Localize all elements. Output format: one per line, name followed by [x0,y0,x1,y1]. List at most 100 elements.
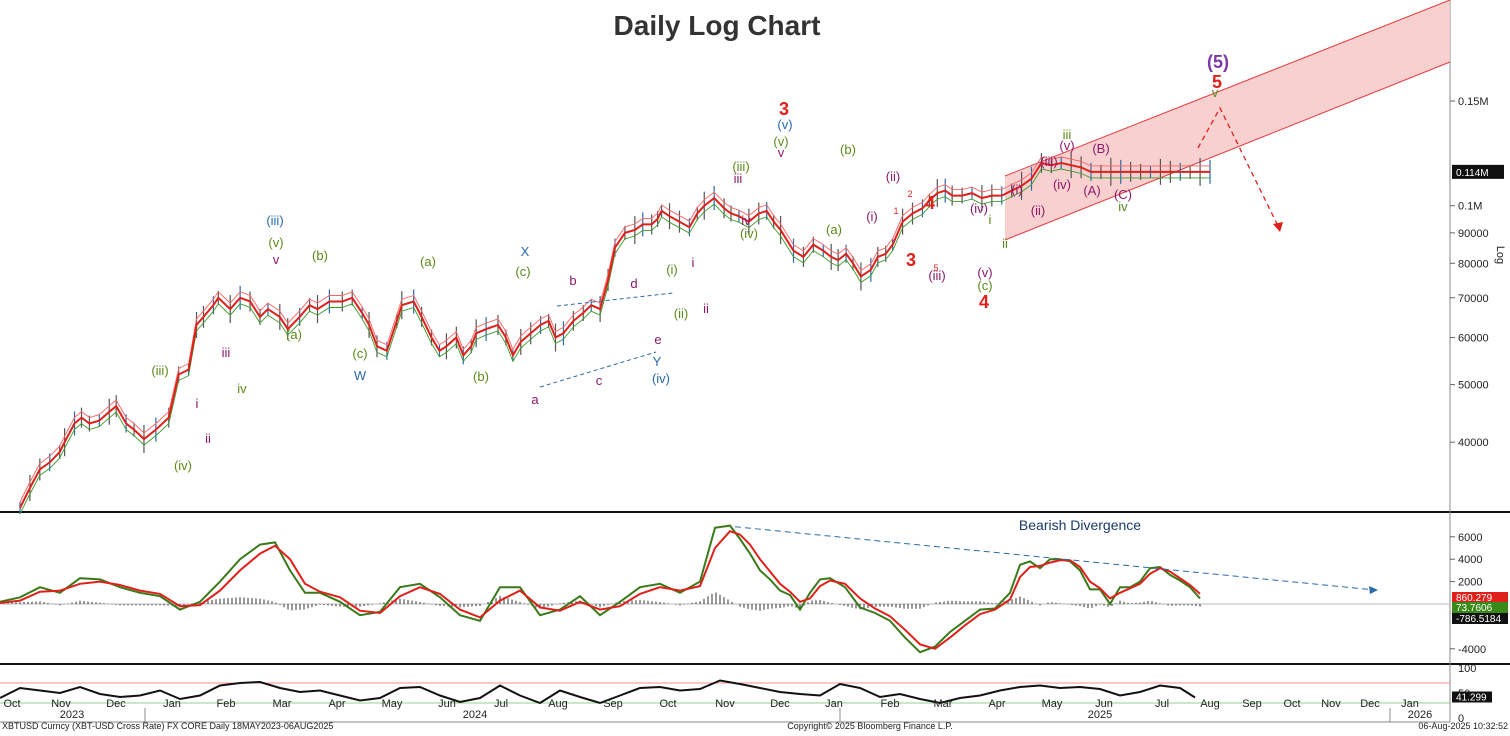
macd-tick-label: 6000 [1458,532,1482,544]
wave-label: d [630,276,637,291]
macd-tick-label: 4000 [1458,554,1482,566]
divergence-arrowhead [1369,586,1378,594]
wave-label: 2 [907,189,912,199]
month-label: Oct [1283,698,1300,710]
lower-envelope-line [19,168,1210,515]
wave-label: (iv) [740,226,758,241]
wave-label: (ii) [886,169,900,184]
month-label: Nov [1321,698,1341,710]
wave-label: (b) [473,369,489,384]
wave-label: ii [703,301,709,316]
month-label: Jun [438,698,456,710]
price-tick-label: 80000 [1458,258,1489,270]
month-label: Aug [1200,698,1220,710]
macd-value-label: -786.5184 [1456,614,1501,625]
projection-arrowhead [1273,222,1283,232]
month-label: Jan [163,698,181,710]
month-label: Nov [51,698,71,710]
wave-label: (a) [420,254,436,269]
wave-label: (ii) [674,306,688,321]
channel-fill [1005,0,1450,240]
wave-label: (iii) [1040,154,1057,169]
rsi-line [0,679,1196,705]
price-tick-label: 70000 [1458,293,1489,305]
wave-label: (v) [268,235,283,250]
wave-label: v [273,252,280,267]
wave-label: 3 [906,250,916,270]
signal-line [0,530,1201,650]
month-label: Jan [825,698,843,710]
price-tick-label: 0.1M [1458,201,1482,213]
month-label: Apr [988,698,1005,710]
wave-label: (A) [1083,183,1100,198]
month-label: May [1042,698,1063,710]
month-label: Apr [328,698,345,710]
price-tick-label: 60000 [1458,333,1489,345]
rsi-pane: 10050041.299 [0,663,1492,725]
chart-title: Daily Log Chart [614,10,821,41]
copyright-text: Copyright© 2025 Bloomberg Finance L.P. [787,721,953,731]
wave-label: (iv) [652,371,670,386]
wave-label: X [521,244,530,259]
month-label: Nov [715,698,735,710]
upper-envelope-line [19,156,1210,503]
divergence-line [734,526,1376,591]
scale-label: Log [1494,246,1506,264]
wave-label: (i) [666,262,678,277]
month-label: Dec [1360,698,1380,710]
wave-label: (ii) [1031,203,1045,218]
wave-label: (iii) [266,213,283,228]
month-label: Mar [273,698,292,710]
wave-label: e [654,332,661,347]
wave-label: iv [741,213,751,228]
macd-value-badge [1452,602,1508,613]
rsi-value-label: 41.299 [1456,693,1487,704]
wave-label: i [989,212,992,227]
month-label: Dec [106,698,126,710]
last-price-label: 0.114M [1456,168,1489,179]
wave-label: (c) [515,264,530,279]
wave-label: iii [222,345,231,360]
macd-value-label: 73.7606 [1456,603,1493,614]
year-label: 2023 [60,709,84,721]
triangle-upper-line [556,292,674,307]
wave-label: a [531,392,539,407]
wave-label: 1 [893,206,898,216]
wave-label: ii [205,431,211,446]
wave-label: 5 [933,263,938,273]
month-label: Feb [217,698,236,710]
wave-label: (iv) [1053,177,1071,192]
price-tick-label: 0.15M [1458,96,1489,108]
wave-label: (c) [977,278,992,293]
macd-tick-label: 2000 [1458,577,1482,589]
wave-label: v [1212,85,1219,100]
month-label: Jul [494,698,508,710]
wave-label: (a) [286,327,302,342]
wave-label: (c) [352,346,367,361]
month-label: Aug [548,698,568,710]
wave-label: W [354,368,367,383]
security-description: XBTUSD Curncy (XBT-USD Cross Rate) FX CO… [2,721,333,731]
wave-label: Y [653,354,662,369]
wave-label: (C) [1114,187,1132,202]
wave-label: 4 [925,193,935,213]
month-label: May [382,698,403,710]
macd-value-label: 860.279 [1456,593,1493,604]
month-label: Feb [881,698,900,710]
wave-label: i [196,396,199,411]
wave-label: c [596,373,603,388]
wave-label: 3 [779,99,789,119]
month-label: Jan [1401,698,1419,710]
wave-label: (v) [977,265,992,280]
macd-value-badge [1452,592,1508,603]
month-label: Jul [1155,698,1169,710]
wave-label: v [778,145,785,160]
wave-label: (i) [1011,182,1023,197]
wave-label: (iii) [928,268,945,283]
wave-label: (b) [312,248,328,263]
rsi-tick-label: 100 [1458,663,1476,675]
projection-path [1197,106,1281,231]
